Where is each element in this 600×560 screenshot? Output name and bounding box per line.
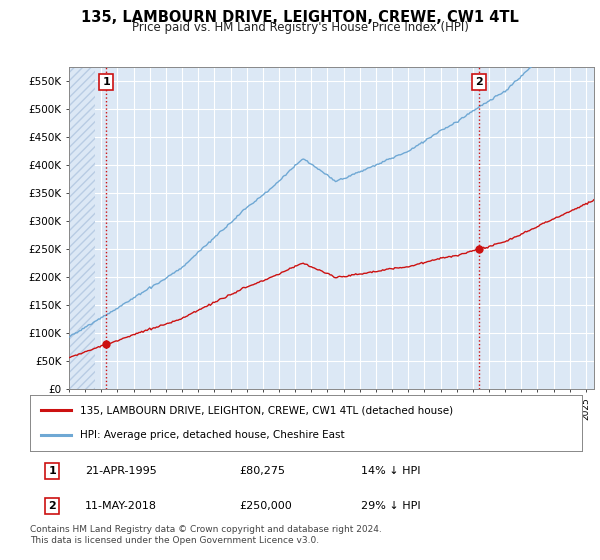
Text: 11-MAY-2018: 11-MAY-2018 (85, 501, 157, 511)
Text: Contains HM Land Registry data © Crown copyright and database right 2024.
This d: Contains HM Land Registry data © Crown c… (30, 525, 382, 545)
Bar (69, 67, 95, 389)
Text: 1: 1 (48, 466, 56, 476)
Text: HPI: Average price, detached house, Cheshire East: HPI: Average price, detached house, Ches… (80, 430, 344, 440)
Text: 135, LAMBOURN DRIVE, LEIGHTON, CREWE, CW1 4TL (detached house): 135, LAMBOURN DRIVE, LEIGHTON, CREWE, CW… (80, 405, 453, 416)
Text: 21-APR-1995: 21-APR-1995 (85, 466, 157, 476)
Text: Price paid vs. HM Land Registry's House Price Index (HPI): Price paid vs. HM Land Registry's House … (131, 21, 469, 34)
Text: 135, LAMBOURN DRIVE, LEIGHTON, CREWE, CW1 4TL: 135, LAMBOURN DRIVE, LEIGHTON, CREWE, CW… (81, 10, 519, 25)
Text: £250,000: £250,000 (240, 501, 293, 511)
Text: £80,275: £80,275 (240, 466, 286, 476)
Text: 1: 1 (103, 77, 110, 87)
Text: 2: 2 (475, 77, 482, 87)
Text: 2: 2 (48, 501, 56, 511)
Text: 29% ↓ HPI: 29% ↓ HPI (361, 501, 421, 511)
Text: 14% ↓ HPI: 14% ↓ HPI (361, 466, 421, 476)
